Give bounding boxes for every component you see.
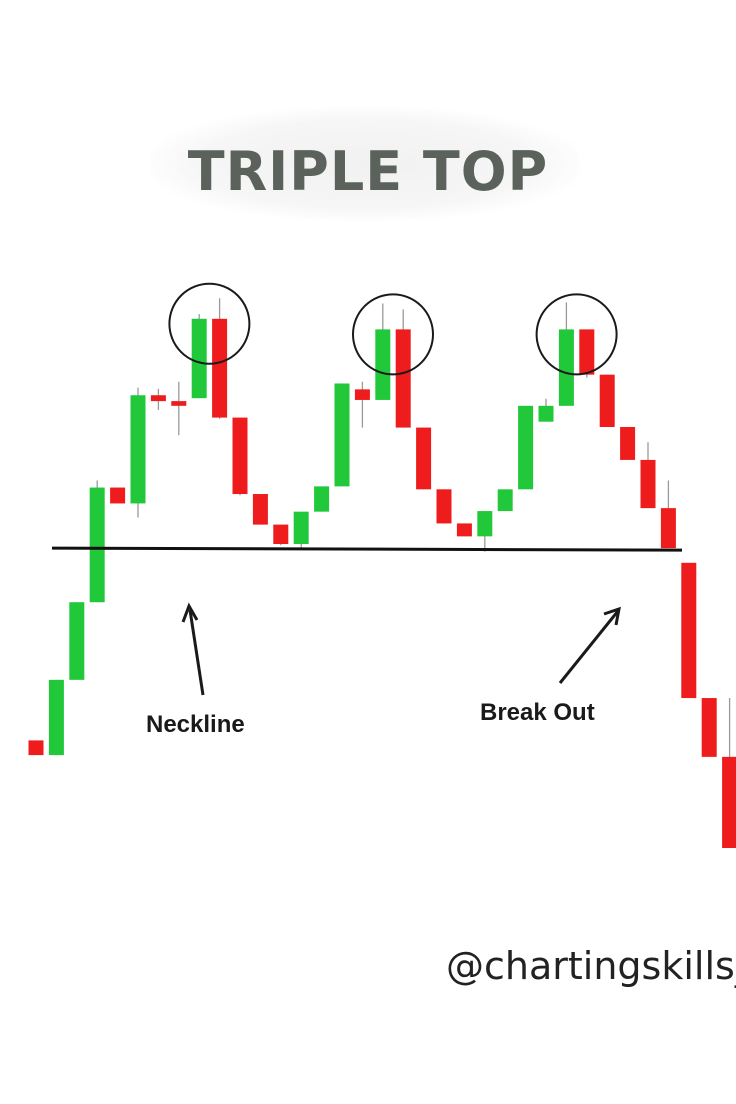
peak-highlight-circle: [352, 293, 434, 376]
chart-title: TRIPLE TOP: [187, 140, 549, 203]
candle-bearish: [354, 389, 370, 400]
candle-bearish: [660, 508, 676, 549]
title-background: [150, 108, 580, 220]
candle-bearish: [640, 459, 656, 509]
candle-bearish: [456, 523, 472, 537]
watermark-handle: @chartingskills_: [446, 944, 736, 988]
candle-bearish: [150, 395, 166, 402]
breakout-arrow: [558, 610, 620, 684]
candle-bullish: [293, 511, 309, 545]
candle-bearish: [110, 487, 126, 504]
candle-bearish: [252, 494, 268, 525]
peak-highlight-circle: [168, 282, 251, 365]
candle-bearish: [28, 740, 44, 756]
candle-bearish: [579, 329, 595, 375]
candle-bullish: [314, 486, 330, 512]
neckline-arrow: [188, 609, 205, 696]
candle-bullish: [48, 679, 64, 756]
candle-bearish: [232, 417, 248, 495]
breakout-label: Break Out: [480, 699, 595, 726]
candle-bullish: [334, 383, 350, 487]
candle-bearish: [599, 374, 615, 427]
candle-bullish: [497, 489, 513, 512]
candle-bullish: [191, 318, 207, 399]
candle-bearish: [171, 401, 187, 406]
neckline-arrowhead: [181, 602, 199, 623]
candle-bullish: [130, 395, 146, 504]
candle-bearish: [681, 562, 697, 699]
candle-bearish: [722, 756, 736, 848]
candle-bullish: [375, 329, 391, 400]
candle-bearish: [273, 524, 289, 545]
candle-bullish: [69, 602, 85, 680]
candle-bullish: [518, 405, 534, 490]
candle-bearish: [436, 489, 452, 524]
candle-bullish: [477, 511, 493, 537]
neckline-line: [51, 546, 683, 552]
neckline-label: Neckline: [146, 711, 245, 738]
candle-bearish: [212, 318, 228, 418]
breakout-arrowhead: [603, 606, 621, 626]
candle-bullish: [89, 487, 105, 603]
candle-bearish: [395, 329, 411, 428]
candle-bearish: [620, 426, 636, 460]
candle-bullish: [538, 405, 554, 422]
candle-bullish: [558, 329, 574, 406]
candle-bearish: [701, 698, 717, 757]
candle-bearish: [416, 427, 432, 490]
peak-highlight-circle: [535, 293, 618, 376]
